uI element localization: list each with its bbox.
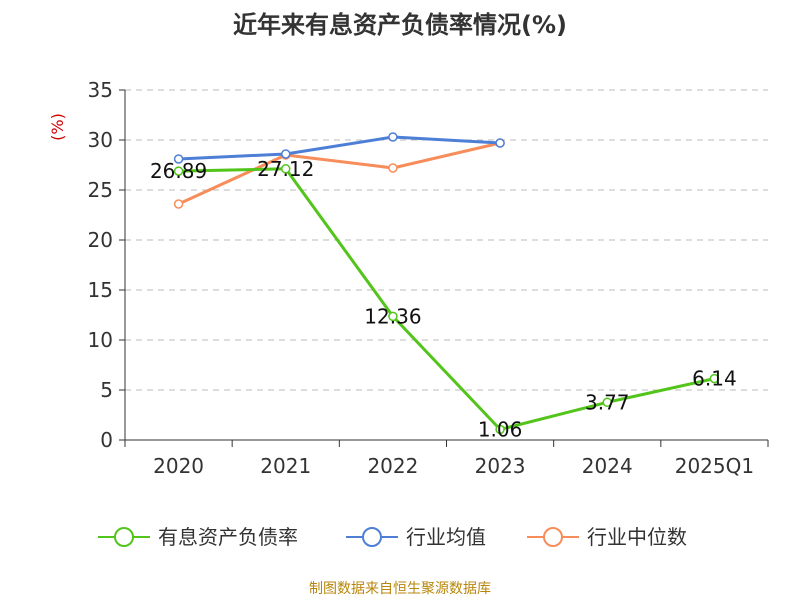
data-label: 1.06 <box>478 417 523 441</box>
legend-item-0[interactable]: 有息资产负债率 <box>98 525 298 549</box>
y-tick-label: 10 <box>88 328 113 352</box>
legend-marker <box>362 527 382 547</box>
y-tick-label: 15 <box>88 278 113 302</box>
x-tick-label: 2024 <box>582 454 633 478</box>
x-tick-label: 2021 <box>260 454 311 478</box>
legend-item-2[interactable]: 行业中位数 <box>527 525 687 549</box>
data-point <box>495 424 505 435</box>
y-tick-label: 35 <box>88 78 113 102</box>
data-point <box>388 132 398 142</box>
y-tick-label: 0 <box>100 428 113 452</box>
data-label: 27.12 <box>257 157 314 181</box>
legend-marker <box>543 527 563 547</box>
source-note: 制图数据来自恒生聚源数据库 <box>309 581 491 597</box>
x-tick-label: 2023 <box>475 454 526 478</box>
y-tick-label: 25 <box>88 178 113 202</box>
legend[interactable]: 有息资产负债率 行业均值 行业中位数 <box>98 525 687 549</box>
series-line-2 <box>177 141 501 206</box>
series <box>173 132 720 435</box>
chart-title: 近年来有息资产负债率情况(%) <box>233 11 567 39</box>
data-point <box>388 163 398 173</box>
data-point <box>388 311 398 322</box>
x-tick-label: 2020 <box>153 454 204 478</box>
legend-marker <box>114 527 134 547</box>
data-point <box>173 166 184 176</box>
series-line-1 <box>178 135 501 161</box>
data-label: 3.77 <box>585 390 630 414</box>
legend-item-1[interactable]: 行业均值 <box>346 525 486 549</box>
series-line-0 <box>178 167 715 431</box>
legend-label: 有息资产负债率 <box>158 525 298 549</box>
y-axis-label: (%) <box>48 113 67 141</box>
y-tick-label: 30 <box>88 128 113 152</box>
grid <box>125 89 768 391</box>
data-point <box>281 149 291 159</box>
x-tick-label: 2022 <box>367 454 418 478</box>
x-tick-label: 2025Q1 <box>675 454 754 478</box>
data-point <box>173 154 184 164</box>
data-point <box>173 199 184 209</box>
data-point <box>602 397 612 408</box>
data-point <box>495 138 505 148</box>
y-tick-label: 20 <box>88 228 113 252</box>
data-point <box>281 164 291 174</box>
data-label: 12.36 <box>364 304 421 328</box>
y-tick-label: 5 <box>100 378 113 402</box>
axes: 0 5 10 15 20 25 30 35 2020 2021 2022 2023 2024 2025Q1 <box>88 78 769 478</box>
legend-label: 行业均值 <box>406 525 486 549</box>
data-labels: 26.89 27.12 12.36 1.06 3.77 6.14 <box>150 157 737 442</box>
data-label: 26.89 <box>150 159 207 183</box>
legend-label: 行业中位数 <box>587 525 687 549</box>
data-label: 6.14 <box>692 367 737 391</box>
data-point <box>709 373 720 384</box>
